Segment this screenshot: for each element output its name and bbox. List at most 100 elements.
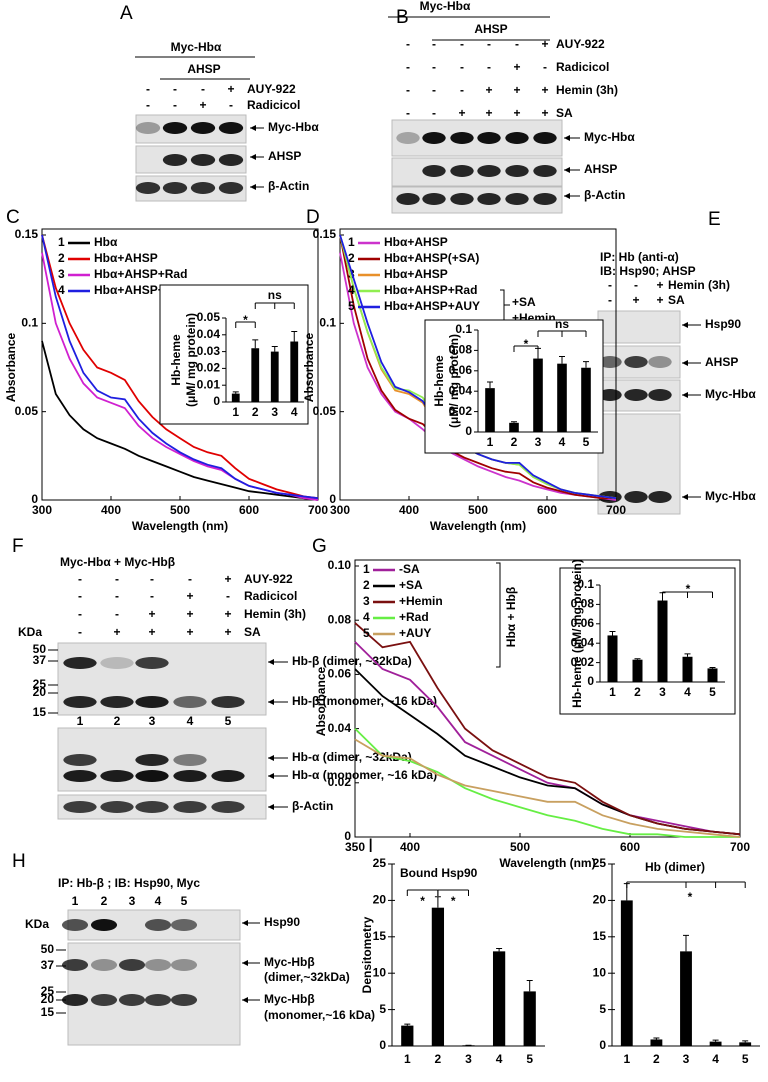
error-bar [709,666,716,669]
blot-band [100,696,134,708]
y-tick-label: 0.05 [15,404,39,418]
strip-label: Hb-α (monomer, ~16 kDa) [292,768,437,782]
treatment-sign: - [146,98,150,112]
legend-label: Hbα+AHSP(+SA) [384,251,479,265]
blot-band [396,132,420,144]
strip-label: Myc-Hbβ [264,992,315,1006]
error-bar [496,947,503,952]
bar [270,351,279,402]
y-tick-label: 20 [593,893,607,907]
blot-band [422,165,446,177]
y-axis-label: (μM/ mg protein) [184,313,198,407]
significance-label: * [686,582,691,596]
significance-label: ns [268,288,282,302]
arrow-head [682,360,688,366]
treatment-sign: - [406,60,410,74]
strip-label: Hb-β (monomer, ~16 kDa) [292,694,437,708]
x-tick-label: 1 [487,435,494,449]
arrow-head [242,960,248,966]
y-tick-label: 0.02 [197,361,221,375]
treatment-sign: - [608,293,612,307]
x-tick-label: 5 [583,435,590,449]
blot-band [170,919,198,931]
legend-number: 2 [363,578,370,592]
treatment-label: Radicicol [247,98,300,112]
legend-group: Hbα + Hbβ [504,587,518,647]
blot-band [477,132,501,144]
blot-band [135,696,169,708]
treatment-label: SA [668,293,685,307]
blot-band [450,193,474,205]
bar [632,659,643,682]
legend-number: 4 [58,283,65,297]
legend-number: 1 [348,235,355,249]
x-tick-label: 5 [742,1052,749,1066]
treatment-label: AUY-922 [244,572,293,586]
strip-label: AHSP [584,162,617,176]
treatment-sign: + [632,293,639,307]
treatment-sign: - [146,82,150,96]
error-bar [526,979,533,992]
arrow-head [250,125,256,131]
treatment-label: Hemin (3h) [556,83,618,97]
y-tick-label: 0.1 [319,316,336,330]
x-tick-label: 600 [537,503,557,517]
error-bar [271,346,278,352]
panel-letter: D [306,207,320,228]
error-bar [634,658,641,660]
error-bar [609,631,616,636]
legend-number: 3 [58,267,65,281]
bar [290,341,299,402]
x-tick-label: 4 [684,685,691,699]
spectrum-line [339,234,616,500]
y-tick-label: 0.04 [328,721,352,735]
treatment-sign: - [432,106,436,120]
plot-frame [354,559,741,838]
strip-label: Myc-Hbα [268,120,319,134]
blot-band [218,154,244,166]
x-tick-label: 2 [435,1052,442,1066]
legend-label: Hbα+AHSP [384,235,448,249]
bar-title: Bound Hsp90 [400,866,478,880]
marker-label: 50 [33,642,47,656]
treatment-sign: - [460,60,464,74]
legend-number: 3 [363,594,370,608]
strip-label: Myc-Hbα [584,130,635,144]
y-tick-label: 0.08 [328,612,352,626]
blot-band [63,770,97,782]
header: Myc-Hbα [420,0,471,13]
marker-label: 37 [33,653,47,667]
spectrum-line [354,738,741,838]
blot-band [173,754,207,766]
bar [657,600,668,682]
blot-band [396,193,420,205]
y-tick-label: 0.03 [197,344,221,358]
x-tick-label: 2 [511,435,518,449]
strip-label: Hsp90 [705,317,741,331]
blot-band [100,657,134,669]
y-axis-label: Absorbance [302,333,316,403]
blot-band [63,754,97,766]
arrow-head [268,755,274,761]
y-tick-label: 0.08 [449,343,473,357]
blot-band [61,994,89,1006]
y-tick-label: 0.05 [313,404,337,418]
blot-band [63,696,97,708]
blot-band [624,356,648,368]
bar [739,1042,752,1046]
y-tick-label: 0 [213,394,220,408]
treatment-label: Radicicol [556,60,609,74]
blot-band [162,122,188,134]
x-tick-label: 1 [623,1052,630,1066]
y-tick-label: 0 [31,492,38,506]
y-tick-label: 0 [379,1038,386,1052]
x-axis-label: Wavelength (nm) [430,519,526,533]
blot-band [505,132,529,144]
blot-band [162,154,188,166]
y-tick-label: 0 [465,424,472,438]
treatment-sign: + [541,106,548,120]
blot-band [135,657,169,669]
bar [620,900,633,1046]
treatment-sign: - [406,83,410,97]
strip-label: β-Actin [584,188,625,202]
